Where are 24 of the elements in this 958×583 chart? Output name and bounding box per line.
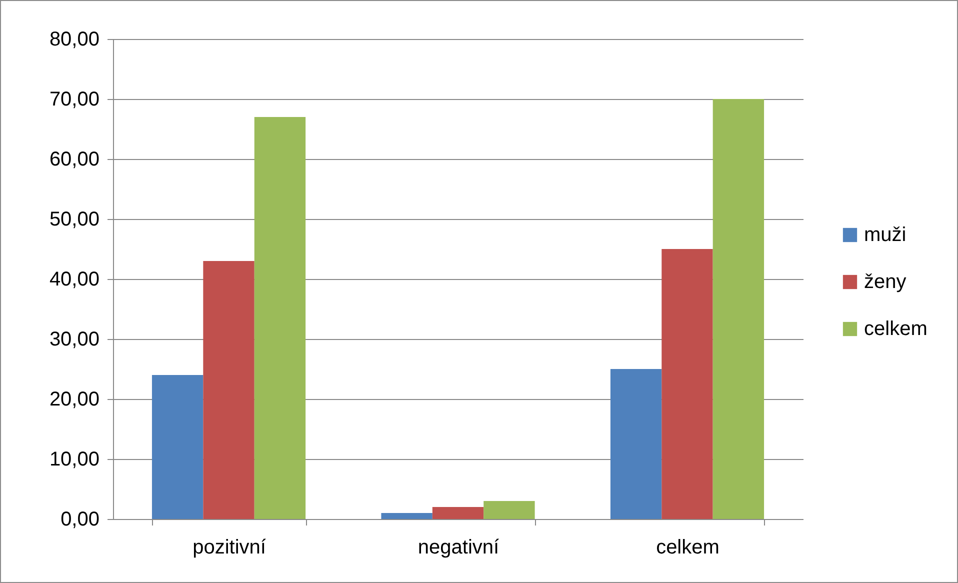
y-tick-label: 60,00 bbox=[49, 148, 100, 170]
y-tick-label: 20,00 bbox=[49, 388, 100, 410]
y-tick-label: 0,00 bbox=[60, 508, 100, 530]
bar bbox=[152, 375, 204, 519]
y-tick-label: 50,00 bbox=[49, 208, 100, 230]
y-tick-label: 40,00 bbox=[49, 268, 100, 290]
legend-label: ženy bbox=[864, 271, 906, 293]
y-tick-label: 80,00 bbox=[49, 28, 100, 50]
bar bbox=[484, 501, 535, 519]
x-tick-label: negativní bbox=[418, 536, 500, 558]
y-tick-label: 30,00 bbox=[49, 328, 100, 350]
bar bbox=[432, 507, 484, 519]
bar bbox=[254, 117, 306, 519]
bar bbox=[381, 513, 432, 519]
bar bbox=[203, 261, 254, 519]
bar bbox=[662, 249, 713, 519]
legend-label: celkem bbox=[864, 318, 928, 340]
x-tick-label: celkem bbox=[656, 536, 720, 558]
y-tick-label: 10,00 bbox=[49, 448, 100, 470]
y-tick-label: 70,00 bbox=[49, 88, 100, 110]
bar bbox=[610, 369, 662, 519]
legend-label: muži bbox=[864, 224, 906, 246]
bar bbox=[712, 99, 764, 519]
x-tick-label: pozitivní bbox=[192, 536, 266, 558]
